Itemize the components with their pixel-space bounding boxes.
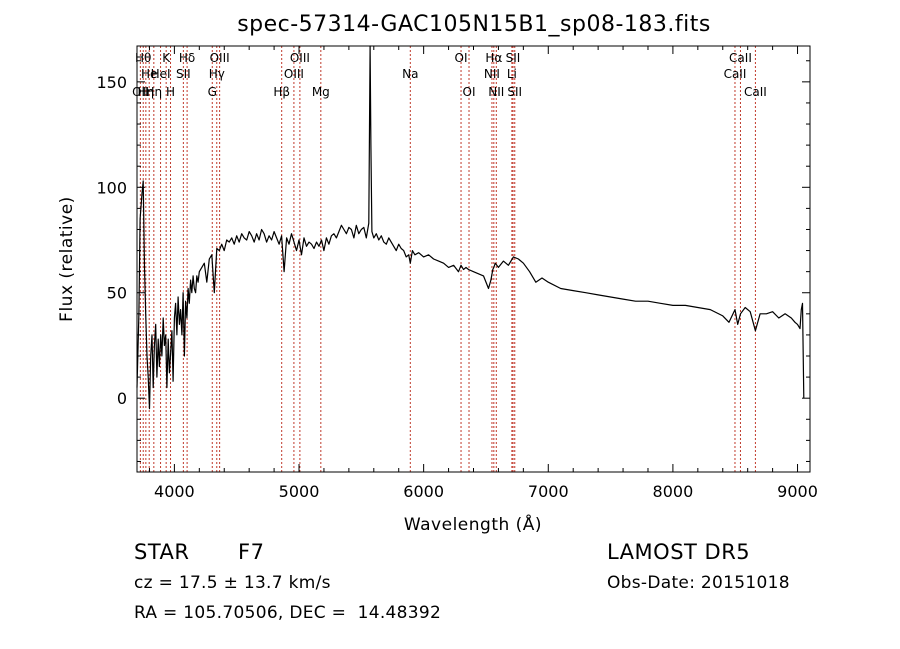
survey-name: LAMOST DR5 <box>607 540 751 564</box>
line-label-3: He <box>141 67 157 81</box>
line-label-6: K <box>162 51 171 65</box>
y-axis-ticks: 0 50 100 150 <box>96 60 810 462</box>
line-label-8: SII <box>176 67 191 81</box>
line-label-27: CaII <box>729 51 752 65</box>
object-subclass: F7 <box>238 540 265 564</box>
line-label-16: Mg <box>312 85 330 99</box>
line-label-26: CaII <box>724 67 747 81</box>
coordinates: RA = 105.70506, DEC = 14.48392 <box>134 603 442 623</box>
line-label-17: Na <box>402 67 418 81</box>
flux-series-line <box>136 45 805 410</box>
line-label-5: HeI <box>151 67 171 81</box>
spectral-line-labels: OIIHθHηHeHηHeIKHSIIHδGHγOIIIHβOIIIOIIIMg… <box>132 51 767 99</box>
x-tick-label-4: 8000 <box>653 482 694 501</box>
line-label-25: SII <box>507 85 522 99</box>
x-axis-label: Wavelength (Å) <box>404 513 542 535</box>
chart-title: spec-57314-GAC105N15B1_sp08-183.fits <box>237 12 711 37</box>
line-label-22: NII <box>488 85 504 99</box>
line-label-13: Hβ <box>273 85 290 99</box>
spectral-line-markers <box>139 46 756 472</box>
line-label-7: H <box>166 85 175 99</box>
line-label-20: NII <box>484 67 500 81</box>
y-tick-label-3: 150 <box>96 73 127 92</box>
y-tick-label-2: 100 <box>96 178 127 197</box>
x-tick-label-3: 7000 <box>528 482 569 501</box>
line-label-21: Hα <box>485 51 502 65</box>
observation-date: Obs-Date: 20151018 <box>607 573 790 593</box>
x-axis-ticks: 4000 5000 6000 7000 8000 9000 <box>148 46 818 501</box>
line-label-28: CaII <box>744 85 767 99</box>
y-axis-label: Flux (relative) <box>57 196 77 322</box>
line-label-1: Hθ <box>135 51 151 65</box>
line-label-12: OIII <box>210 51 230 65</box>
y-tick-label-1: 50 <box>107 284 127 303</box>
line-label-23: Li <box>507 67 517 81</box>
line-label-2: Hη <box>138 85 155 99</box>
line-label-18: OI <box>455 51 468 65</box>
x-tick-label-2: 6000 <box>403 482 444 501</box>
line-label-11: Hγ <box>209 67 225 81</box>
line-label-9: Hδ <box>179 51 195 65</box>
redshift-velocity: cz = 17.5 ± 13.7 km/s <box>134 573 331 593</box>
y-tick-label-0: 0 <box>117 389 127 408</box>
plot-frame <box>136 45 811 473</box>
line-label-10: G <box>208 85 217 99</box>
x-tick-label-5: 9000 <box>777 482 818 501</box>
object-class: STAR <box>134 540 190 564</box>
x-tick-label-0: 4000 <box>154 482 195 501</box>
line-label-4: Hη <box>146 85 163 99</box>
line-label-19: OI <box>463 85 476 99</box>
line-label-15: OIII <box>290 51 310 65</box>
x-tick-label-1: 5000 <box>279 482 320 501</box>
line-label-14: OIII <box>284 67 304 81</box>
line-label-24: SII <box>506 51 521 65</box>
line-label-0: OII <box>132 85 149 99</box>
